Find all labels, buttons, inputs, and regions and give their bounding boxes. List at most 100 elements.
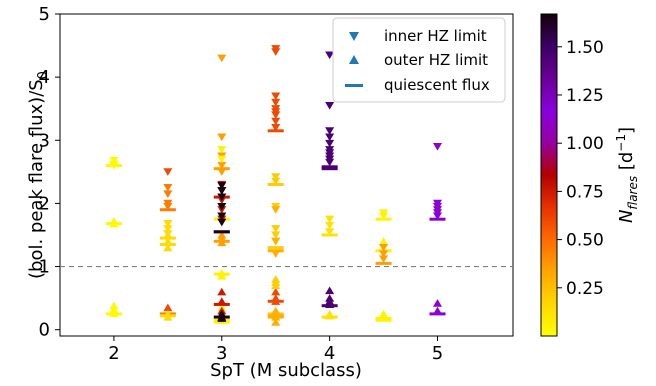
inner-hz-limit-mark [271, 117, 281, 126]
quiescent-flux-mark [213, 230, 230, 234]
legend-entry-outer-hz: outer HZ limit [349, 51, 488, 69]
quiescent-flux-mark [267, 246, 284, 250]
outer-hz-limit-mark [163, 243, 173, 252]
x-tick-label: 2 [108, 343, 119, 364]
inner-hz-limit-mark [271, 92, 281, 101]
inner-hz-limit-mark [271, 173, 281, 181]
outer-hz-limit-mark [325, 286, 335, 295]
y-tick-label: 2 [39, 193, 50, 214]
inner-hz-limit-mark [217, 146, 227, 154]
outer-hz-limit-mark [217, 314, 227, 322]
colorbar-tick-label: 1.00 [566, 134, 604, 154]
inner-hz-limit-mark [433, 142, 442, 151]
inner-hz-limit-mark [271, 237, 281, 246]
colorbar-gradient [540, 13, 558, 337]
colorbar-tick-label: 1.50 [566, 38, 604, 58]
hline-icon [345, 84, 363, 87]
outer-hz-limit-mark [271, 306, 281, 315]
inner-hz-limit-mark [379, 250, 389, 258]
colorbar-tick-label: 0.50 [566, 231, 604, 251]
inner-hz-limit-mark [271, 225, 281, 233]
x-tick-label: 5 [432, 343, 443, 364]
outer-hz-limit-mark [271, 318, 281, 326]
colorbar-label-unit-sup: −1 [614, 134, 628, 152]
outer-hz-limit-mark [379, 237, 389, 245]
colorbar-label-sub: flares [626, 176, 640, 210]
x-tick-label: 3 [216, 343, 227, 364]
y-tick-label: 1 [39, 257, 50, 278]
outer-hz-limit-mark [325, 300, 335, 309]
inner-hz-limit-mark [163, 184, 173, 192]
inner-hz-limit-mark [217, 182, 227, 190]
inner-hz-limit-mark [325, 139, 335, 148]
y-tick-label: 5 [39, 4, 50, 25]
y-tick-label: 0 [39, 320, 50, 341]
inner-hz-limit-mark [163, 168, 173, 176]
outer-hz-limit-mark [217, 287, 227, 296]
outer-hz-limit-mark [163, 303, 173, 312]
inner-hz-limit-mark [217, 212, 227, 221]
outer-hz-limit-mark [271, 281, 281, 290]
legend-label-quiescent: quiescent flux [384, 76, 490, 94]
y-axis-label-subscript: 0 [36, 71, 51, 79]
outer-hz-limit-mark [271, 297, 281, 305]
outer-hz-limit-mark [217, 234, 227, 242]
inner-hz-limit-mark [325, 215, 335, 224]
inner-hz-limit-mark [433, 212, 442, 221]
inner-hz-limit-mark [217, 133, 227, 142]
colorbar-tick-label: 0.75 [566, 182, 604, 202]
outer-hz-limit-mark [433, 306, 442, 315]
inner-hz-limit-mark [217, 161, 227, 170]
inner-hz-limit-mark [325, 101, 335, 110]
outer-hz-limit-mark [109, 219, 119, 228]
inner-hz-limit-mark [271, 98, 281, 107]
y-tick-label: 4 [39, 67, 50, 88]
y-axis-label: (bol. peak flare flux)/S0 [26, 71, 51, 279]
inner-hz-limit-mark [271, 231, 281, 240]
colorbar-tick-label: 0.25 [566, 279, 604, 299]
quiescent-flux-mark [321, 165, 338, 169]
outer-hz-limit-mark [163, 237, 173, 245]
inner-hz-limit-mark [271, 111, 281, 120]
inner-hz-limit-mark [271, 250, 281, 258]
legend-entry-quiescent: quiescent flux [345, 76, 490, 94]
outer-hz-limit-mark [433, 299, 442, 307]
outer-hz-limit-mark [109, 309, 119, 317]
inner-hz-limit-mark [163, 202, 173, 211]
inner-hz-limit-mark [163, 225, 173, 233]
inner-hz-limit-mark [271, 177, 281, 186]
outer-hz-limit-mark [163, 313, 173, 321]
colorbar-tick-label: 1.25 [566, 86, 604, 106]
inner-hz-limit-mark [163, 190, 173, 198]
inner-hz-limit-mark [325, 127, 335, 135]
colorbar-label: Nflares [d−1] [614, 127, 640, 223]
x-tick-label: 4 [324, 343, 335, 364]
legend-entry-inner-hz: inner HZ limit [349, 27, 487, 45]
outer-hz-limit-mark [217, 297, 227, 305]
inner-hz-limit-mark [217, 202, 227, 211]
legend-label-inner-hz: inner HZ limit [384, 27, 487, 45]
x-axis-label: SpT (M subclass) [210, 360, 362, 381]
inner-hz-limit-mark [325, 228, 335, 236]
outer-hz-limit-mark [217, 271, 227, 280]
triangle-down-icon [349, 32, 359, 41]
outer-hz-limit-mark [271, 313, 281, 321]
inner-hz-limit-mark [217, 187, 227, 195]
inner-hz-limit-mark [379, 255, 389, 264]
y-axis-ticks: 0 1 2 3 4 5 [39, 4, 60, 341]
inner-hz-limit-mark [271, 48, 281, 56]
inner-hz-limit-mark [325, 51, 335, 60]
y-tick-label: 3 [39, 130, 50, 151]
plot-frame [59, 13, 514, 337]
legend: inner HZ limit outer HZ limit quiescent … [332, 17, 506, 103]
legend-box [332, 17, 506, 103]
inner-hz-limit-mark [271, 206, 281, 214]
data-marks [105, 45, 446, 326]
quiescent-flux-mark [321, 167, 338, 171]
inner-hz-limit-mark [217, 155, 227, 164]
triangle-up-icon [349, 55, 359, 64]
colorbar-ticks: 0.25 0.50 0.75 1.00 1.25 1.50 [557, 38, 604, 299]
inner-hz-limit-mark [109, 161, 119, 170]
quiescent-flux-mark [375, 261, 392, 265]
